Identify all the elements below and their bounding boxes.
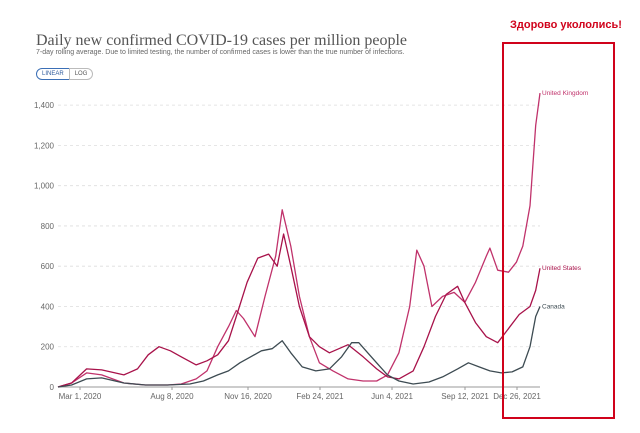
y-tick-label: 200 bbox=[41, 343, 55, 352]
x-tick-label: Feb 24, 2021 bbox=[296, 392, 344, 401]
x-tick-label: Sep 12, 2021 bbox=[441, 392, 489, 401]
y-tick-label: 1,400 bbox=[34, 101, 55, 110]
chart-subtitle: 7-day rolling average. Due to limited te… bbox=[36, 49, 405, 56]
y-tick-label: 0 bbox=[50, 383, 55, 392]
x-tick-label: Mar 1, 2020 bbox=[59, 392, 102, 401]
y-tick-label: 600 bbox=[41, 262, 55, 271]
y-tick-label: 1,200 bbox=[34, 141, 55, 150]
series-label: Canada bbox=[542, 303, 565, 310]
y-tick-label: 1,000 bbox=[34, 182, 55, 191]
chart-title: Daily new confirmed COVID-19 cases per m… bbox=[36, 32, 408, 49]
series-label: United States bbox=[542, 265, 582, 272]
series-line bbox=[57, 93, 541, 388]
x-tick-label: Dec 26, 2021 bbox=[493, 392, 541, 401]
series-line bbox=[57, 233, 541, 388]
y-tick-label: 400 bbox=[41, 302, 55, 311]
highlight-box bbox=[502, 42, 615, 419]
y-tick-label: 800 bbox=[41, 222, 55, 231]
log-scale-button[interactable]: LOG bbox=[68, 68, 94, 80]
series-line bbox=[57, 306, 541, 388]
x-tick-label: Aug 8, 2020 bbox=[150, 392, 194, 401]
annotation-text: Здорово укололись! bbox=[510, 19, 622, 31]
x-tick-label: Nov 16, 2020 bbox=[224, 392, 272, 401]
series-label: United Kingdom bbox=[542, 90, 588, 97]
x-tick-label: Jun 4, 2021 bbox=[371, 392, 413, 401]
scale-toggle: LINEAR LOG bbox=[36, 68, 94, 80]
